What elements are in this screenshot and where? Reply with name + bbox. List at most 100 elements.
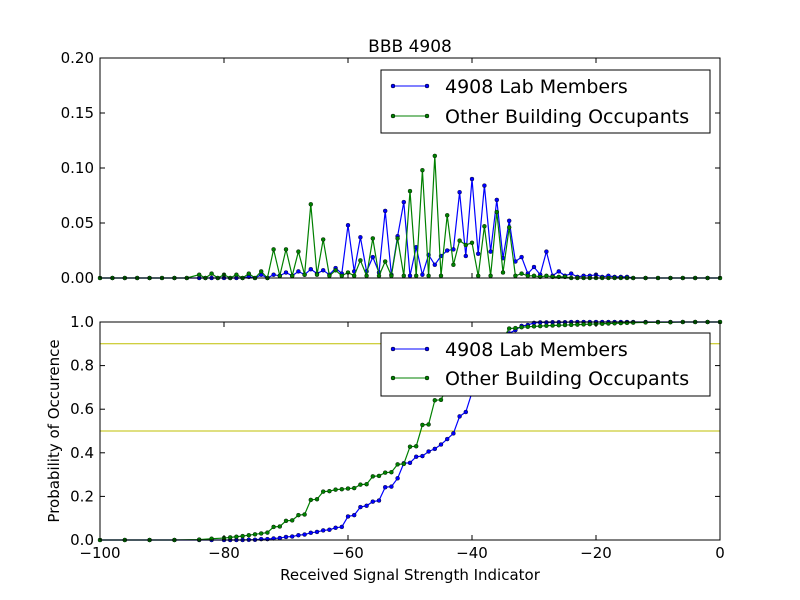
top-point-1-25: [302, 272, 307, 277]
bottom-point-1-7: [227, 535, 233, 540]
bottom-legend: 4908 Lab Members Other Building Occupant…: [380, 332, 711, 397]
top-point-1-39: [389, 273, 394, 278]
bottom-point-1-35: [401, 461, 406, 467]
top-point-1-52: [469, 240, 475, 246]
bottom-ytick-label-2: 0.4: [70, 444, 94, 462]
top-point-1-33: [352, 273, 357, 278]
bottom-point-1-36: [407, 444, 413, 449]
top-point-1-34: [358, 258, 363, 263]
bottom-legend-marker-lab-start: [390, 346, 396, 352]
bottom-point-1-22: [321, 489, 326, 494]
top-point-0-44: [420, 272, 425, 277]
top-point-1-36: [370, 236, 375, 241]
bottom-point-1-71: [624, 320, 630, 326]
bottom-x-axis-label: Received Signal Strength Indicator: [280, 566, 541, 584]
top-point-1-37: [376, 273, 382, 278]
bottom-xtick-label-2: −60: [332, 544, 364, 562]
top-panel: BBB 4908 0.00 0.05 0.10 0.15 0.20 4908 Lab M…: [61, 37, 723, 287]
top-legend-box: [380, 69, 711, 134]
top-point-0-24: [296, 269, 301, 274]
top-point-1-21: [277, 273, 282, 278]
top-point-1-53: [476, 273, 481, 278]
bottom-legend-box: [380, 332, 711, 397]
top-point-1-24: [296, 249, 301, 254]
bottom-point-1-29: [364, 481, 369, 487]
top-point-0-62: [531, 264, 537, 270]
bottom-point-1-38: [420, 422, 425, 428]
top-point-1-64: [544, 273, 549, 278]
bottom-point-1-16: [283, 518, 289, 524]
bottom-xtick-label-1: −80: [208, 544, 240, 562]
bottom-point-1-53: [513, 325, 518, 331]
top-ytick-label-1: 0.05: [61, 214, 94, 232]
top-point-1-49: [451, 262, 456, 267]
top-point-1-47: [438, 273, 444, 278]
bottom-ytick-label-0: 0.0: [70, 531, 94, 549]
top-point-1-42: [407, 188, 413, 194]
bottom-point-1-12: [259, 531, 264, 536]
bottom-point-1-63: [575, 322, 580, 327]
bottom-point-1-40: [432, 398, 437, 403]
bottom-point-1-17: [290, 518, 295, 523]
bottom-point-0-41: [438, 442, 444, 447]
top-point-1-41: [401, 273, 406, 278]
bottom-point-0-32: [383, 485, 388, 490]
top-ytick-label-3: 0.15: [61, 104, 94, 122]
bottom-point-0-18: [296, 533, 301, 538]
bottom-point-1-39: [426, 422, 431, 427]
bottom-point-1-57: [538, 323, 543, 329]
bottom-point-0-39: [426, 449, 431, 454]
bottom-point-1-55: [525, 324, 530, 329]
top-legend-label-other: Other Building Occupants: [445, 106, 689, 128]
bottom-point-1-26: [345, 486, 351, 491]
top-point-0-38: [383, 208, 388, 214]
top-point-1-10: [209, 271, 214, 276]
top-point-0-68: [569, 271, 574, 276]
top-point-0-56: [494, 197, 499, 203]
bottom-point-0-34: [395, 476, 400, 481]
bottom-axes-frame: [99, 321, 721, 541]
bottom-xtick-label-0: −100: [79, 544, 120, 562]
top-point-1-61: [525, 273, 530, 278]
top-point-1-45: [426, 273, 431, 278]
top-point-1-48: [445, 213, 450, 218]
bottom-y-axis-label: Probability of Occurence: [45, 339, 63, 522]
top-point-0-20: [271, 272, 276, 277]
bottom-point-0-20: [308, 530, 313, 536]
top-point-0-66: [556, 269, 561, 274]
bottom-point-0-33: [389, 484, 394, 489]
top-legend-marker-lab-end: [424, 83, 430, 89]
bottom-point-1-15: [277, 524, 282, 529]
top-point-0-53: [476, 251, 481, 257]
top-legend-marker-other-start: [390, 113, 396, 119]
top-axes-frame: [99, 57, 721, 279]
bottom-point-0-27: [352, 512, 357, 518]
bottom-point-1-52: [507, 326, 512, 331]
top-point-0-52: [469, 176, 475, 182]
bottom-point-1-24: [333, 487, 338, 492]
bottom-point-0-42: [445, 436, 450, 442]
bottom-point-0-40: [432, 446, 437, 452]
bottom-point-0-26: [345, 514, 351, 519]
bottom-point-0-29: [364, 503, 369, 508]
bottom-point-1-13: [265, 530, 270, 535]
bottom-ytick-label-3: 0.6: [70, 400, 94, 418]
bottom-point-1-31: [376, 473, 382, 479]
bottom-point-1-54: [519, 325, 524, 330]
top-point-0-32: [345, 222, 351, 228]
bottom-ytick-label-4: 0.8: [70, 357, 94, 375]
top-point-0-26: [308, 267, 313, 272]
bottom-legend-marker-other-start: [390, 375, 396, 381]
top-point-0-34: [358, 235, 363, 240]
top-point-0-41: [401, 199, 406, 205]
bottom-point-1-60: [556, 323, 561, 328]
bottom-point-1-11: [252, 532, 258, 537]
top-point-1-8: [196, 272, 202, 277]
bottom-point-0-44: [457, 414, 462, 419]
bottom-point-1-59: [550, 323, 555, 328]
top-point-0-51: [463, 253, 468, 259]
bottom-legend-marker-lab-end: [424, 346, 430, 352]
bottom-point-0-31: [376, 498, 382, 503]
bottom-point-0-22: [321, 528, 326, 533]
top-point-0-58: [507, 218, 512, 224]
